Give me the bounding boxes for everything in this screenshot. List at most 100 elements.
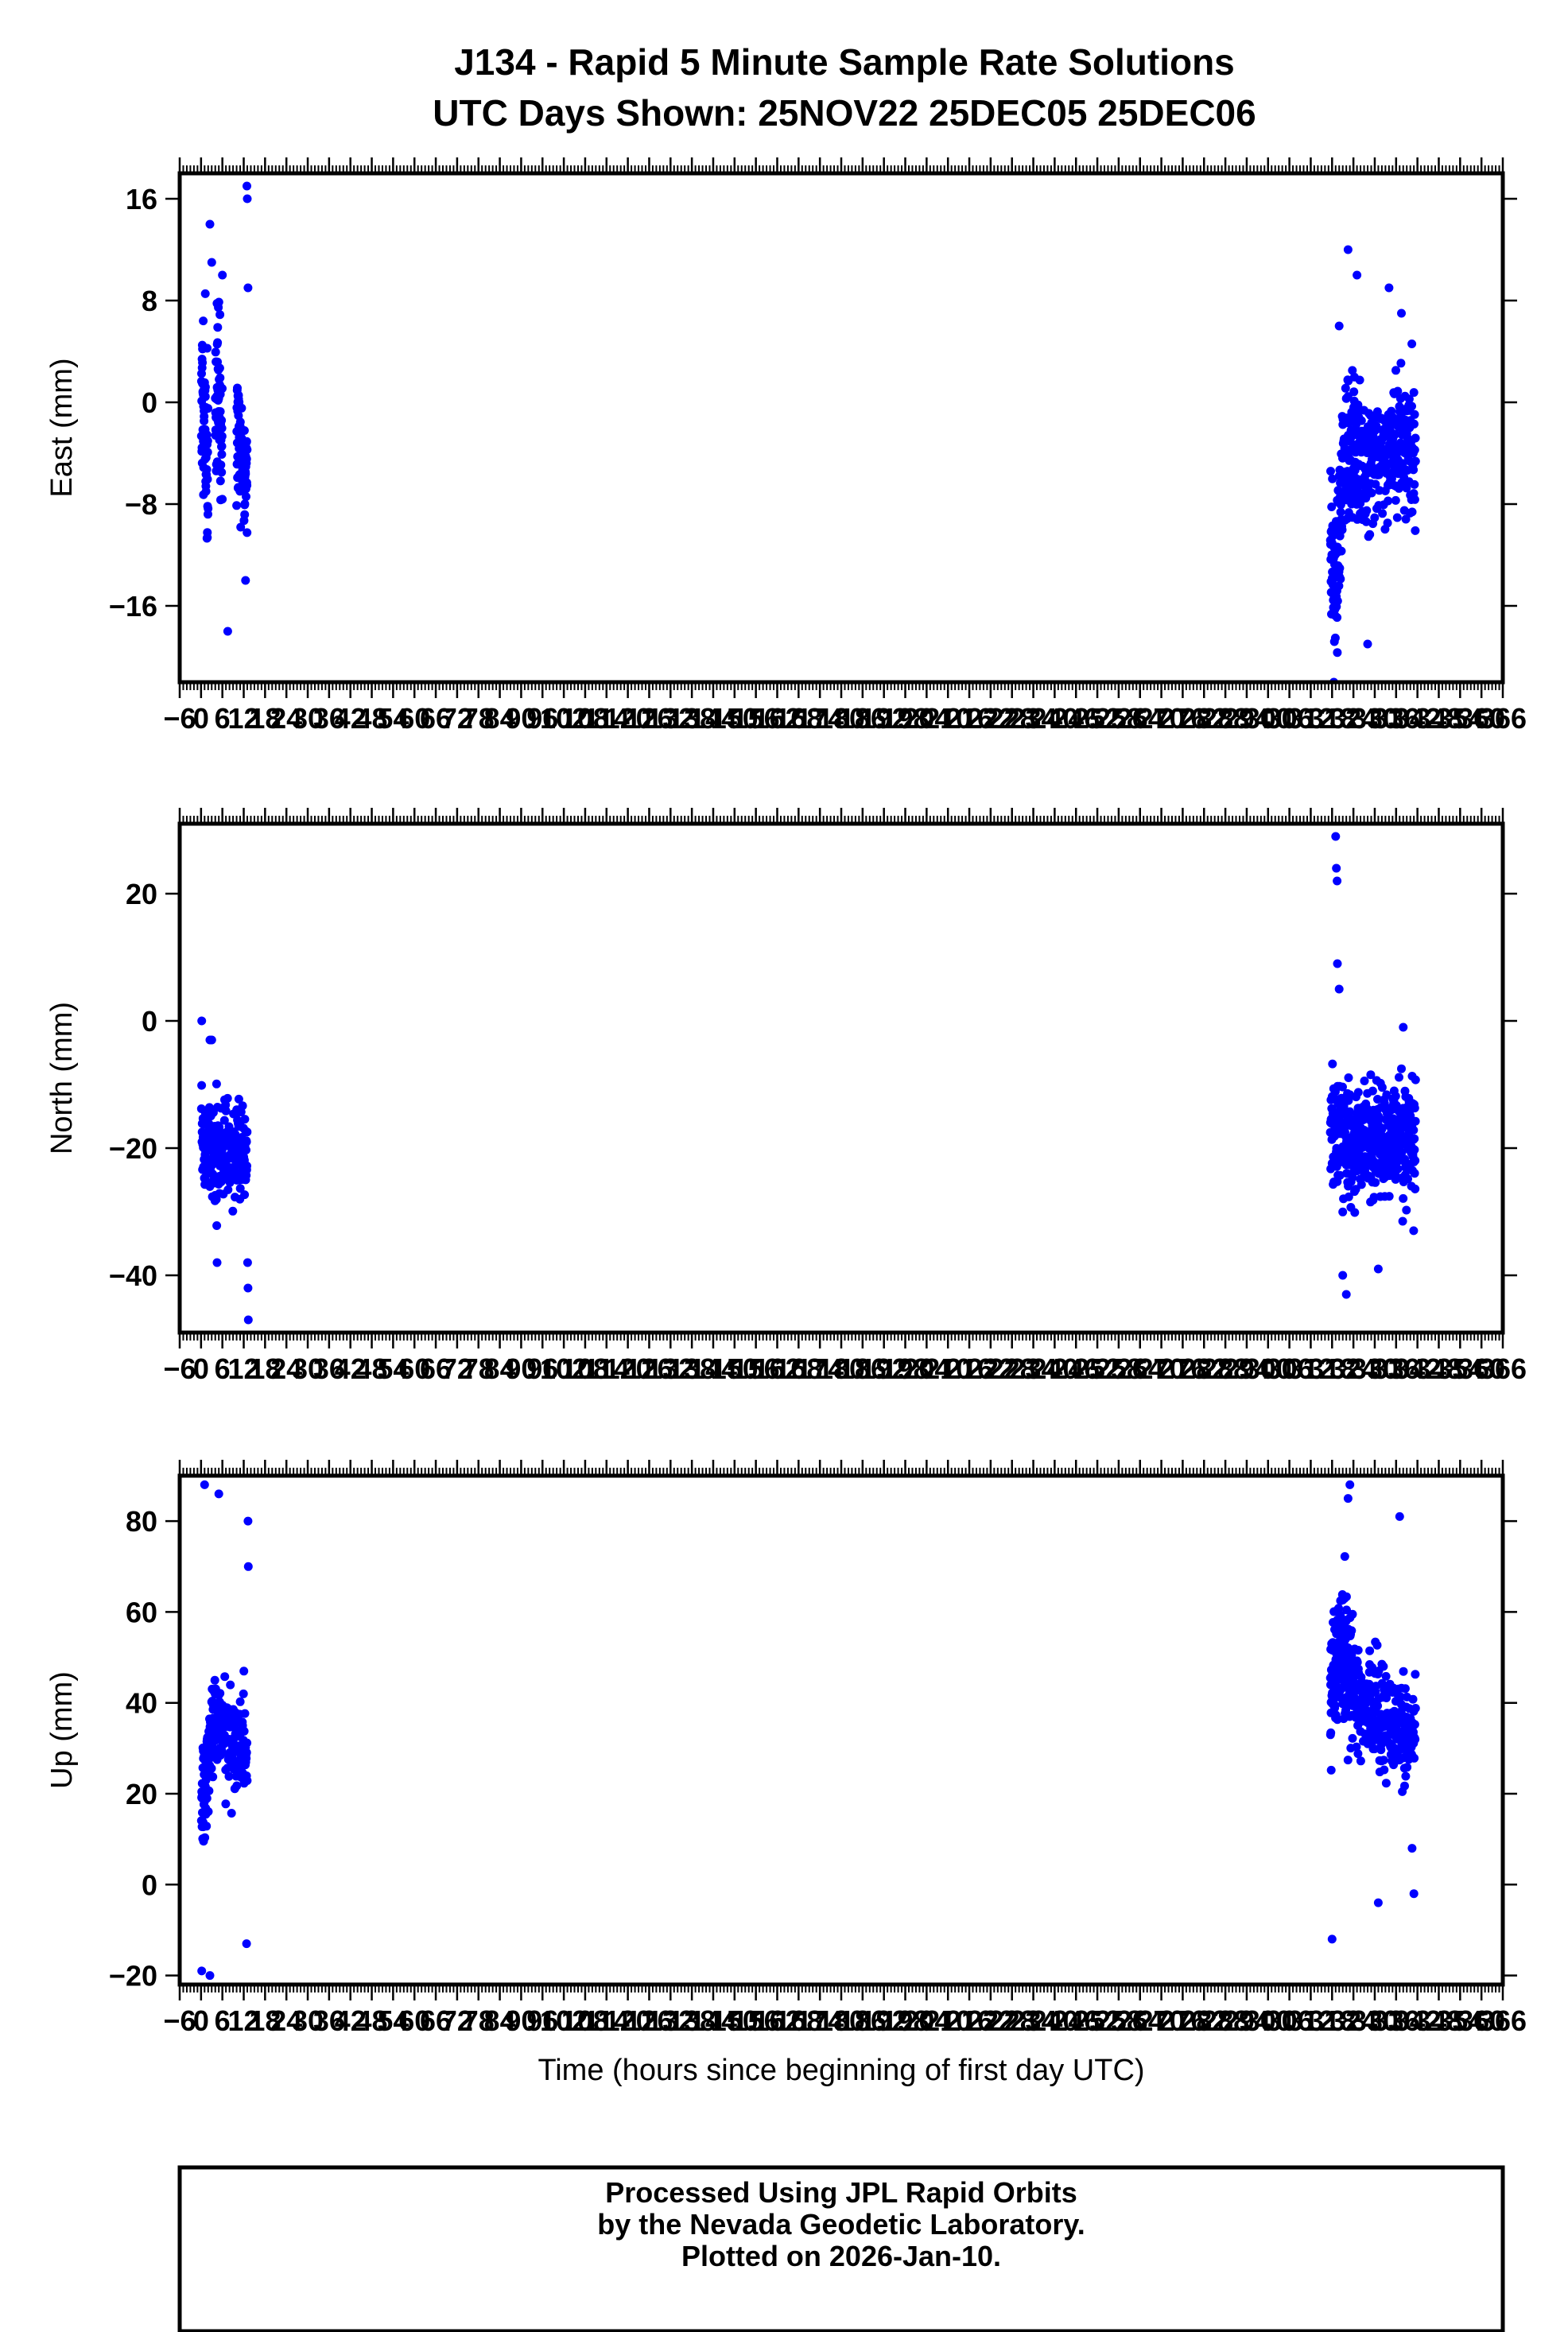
x-tick-label: 306 xyxy=(1266,1352,1314,1385)
x-tick-label: 258 xyxy=(1095,2004,1143,2037)
x-tick-label: 288 xyxy=(1201,2004,1249,2037)
data-point xyxy=(232,1781,242,1791)
data-point xyxy=(1409,1226,1419,1236)
data-point xyxy=(205,219,215,229)
data-point xyxy=(1411,526,1420,535)
x-tick-label: 174 xyxy=(796,702,844,735)
x-tick-label: 354 xyxy=(1436,702,1484,735)
data-point xyxy=(207,1035,216,1045)
data-point xyxy=(1396,359,1406,368)
data-point xyxy=(1334,321,1344,331)
data-point xyxy=(1362,506,1372,515)
data-point xyxy=(1409,1889,1419,1899)
y-tick-label: −8 xyxy=(125,488,157,521)
data-point xyxy=(217,416,227,425)
data-point xyxy=(211,347,220,357)
data-point xyxy=(1399,1667,1408,1676)
data-point xyxy=(1411,1075,1420,1085)
x-tick-label: 348 xyxy=(1415,1352,1462,1385)
data-point xyxy=(1381,1671,1391,1681)
data-points xyxy=(196,181,1420,682)
x-tick-label: −6 xyxy=(163,1352,196,1385)
data-point xyxy=(224,1771,234,1781)
x-tick-label: 300 xyxy=(1244,702,1292,735)
data-point xyxy=(243,1738,252,1748)
x-tick-label: 270 xyxy=(1138,702,1186,735)
x-tick-label: 240 xyxy=(1030,702,1078,735)
x-tick-label: 90 xyxy=(505,702,537,735)
data-point xyxy=(1355,375,1364,385)
data-point xyxy=(243,445,252,455)
data-point xyxy=(198,358,208,367)
data-point xyxy=(1396,1692,1406,1701)
data-point xyxy=(1384,1192,1394,1201)
data-point xyxy=(235,1697,245,1706)
x-tick-label: 138 xyxy=(668,702,716,735)
data-point xyxy=(208,1772,218,1782)
data-point xyxy=(234,1094,243,1104)
data-point xyxy=(1334,1604,1343,1613)
data-point xyxy=(1399,1022,1408,1032)
data-point xyxy=(223,1093,232,1103)
data-point xyxy=(1353,1749,1363,1759)
data-point xyxy=(1408,1694,1418,1704)
data-point xyxy=(1391,1171,1401,1181)
x-tick-label: 348 xyxy=(1415,2004,1462,2037)
data-point xyxy=(1371,1178,1380,1187)
data-point xyxy=(204,1786,214,1795)
x-tick-label: 12 xyxy=(227,702,259,735)
y-tick-label: 60 xyxy=(126,1596,157,1628)
data-point xyxy=(232,501,242,510)
x-tick-label: 264 xyxy=(1116,2004,1164,2037)
data-point xyxy=(215,407,225,417)
data-point xyxy=(1373,1898,1383,1907)
x-tick-label: 198 xyxy=(881,1352,929,1385)
y-tick-label: 40 xyxy=(126,1687,157,1720)
data-point xyxy=(1409,465,1419,475)
data-point xyxy=(1333,959,1342,968)
data-point xyxy=(233,383,242,393)
data-point xyxy=(1326,1728,1336,1737)
data-point xyxy=(200,1833,210,1842)
data-point xyxy=(1395,1073,1403,1082)
x-tick-label: 174 xyxy=(796,2004,844,2037)
x-tick-label: 210 xyxy=(924,1352,972,1385)
data-point xyxy=(221,1106,231,1116)
y-tick-label: −20 xyxy=(109,1960,157,1992)
data-point xyxy=(1336,574,1345,584)
data-point xyxy=(1336,507,1345,517)
x-tick-label: 150 xyxy=(711,1352,759,1385)
data-point xyxy=(204,504,213,514)
x-tick-label: 192 xyxy=(860,2004,908,2037)
x-tick-label: 144 xyxy=(689,1352,737,1385)
x-tick-label: 240 xyxy=(1030,2004,1078,2037)
data-point xyxy=(243,283,253,293)
data-point xyxy=(207,258,216,267)
data-point xyxy=(214,1489,223,1499)
x-tick-label: 12 xyxy=(227,2004,259,2037)
x-tick-label: 324 xyxy=(1329,702,1377,735)
y-tick-label: 0 xyxy=(142,386,157,419)
data-point xyxy=(203,448,212,457)
data-point xyxy=(202,1794,212,1803)
x-tick-label: 168 xyxy=(774,2004,822,2037)
data-point xyxy=(243,181,251,191)
y-axis-label: East (mm) xyxy=(45,358,79,497)
x-tick-label: 180 xyxy=(817,702,865,735)
data-point xyxy=(240,1709,250,1718)
data-point xyxy=(1369,1193,1379,1202)
data-point xyxy=(1336,500,1345,510)
x-tick-label: 228 xyxy=(988,1352,1036,1385)
data-point xyxy=(243,194,252,204)
x-tick-label: 312 xyxy=(1287,702,1334,735)
data-point xyxy=(203,533,212,542)
data-point xyxy=(197,1016,207,1026)
data-point xyxy=(1397,1147,1407,1157)
data-point xyxy=(201,487,211,496)
x-tick-label: 342 xyxy=(1394,2004,1442,2037)
data-point xyxy=(1332,863,1341,873)
data-point xyxy=(1410,1169,1419,1178)
x-tick-label: 48 xyxy=(356,2004,388,2037)
data-point xyxy=(1411,433,1420,443)
